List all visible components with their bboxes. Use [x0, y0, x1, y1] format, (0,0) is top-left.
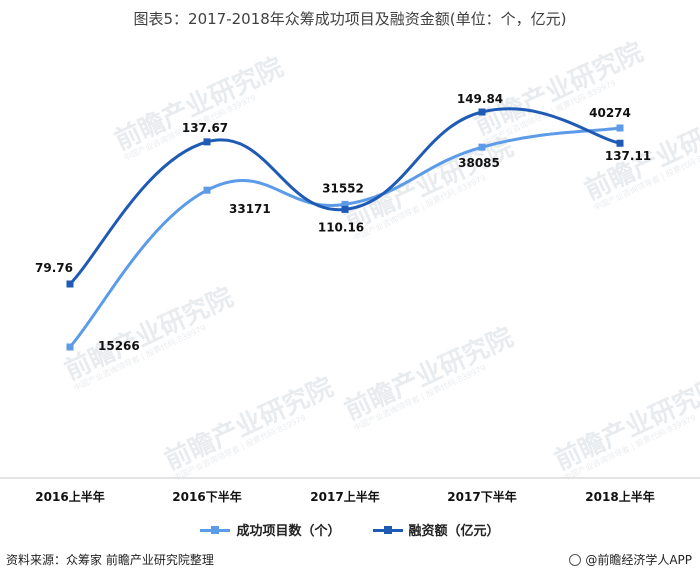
legend: 成功项目数（个） 融资额（亿元） [0, 520, 700, 539]
data-point-series2 [616, 139, 624, 147]
source-note: 资料来源：众筹家 前瞻产业研究院整理 [6, 553, 214, 567]
data-label-series2: 137.67 [182, 121, 228, 135]
data-label-series1: 15266 [98, 339, 140, 353]
data-point-series2 [341, 205, 349, 213]
data-label-series2: 149.84 [457, 92, 503, 106]
data-point-series1 [616, 124, 624, 132]
data-label-series1: 33171 [229, 202, 271, 216]
data-point-series1 [203, 186, 211, 194]
data-label-series1: 38085 [458, 156, 500, 170]
data-point-series2 [478, 108, 486, 116]
x-tick-label: 2018上半年 [585, 489, 654, 504]
legend-swatch-series1-icon [200, 525, 231, 535]
chart-title: 图表5：2017-2018年众筹成功项目及融资金额(单位：个，亿元) [133, 10, 567, 28]
data-label-series2: 79.76 [35, 261, 73, 275]
legend-label-series2: 融资额（亿元） [408, 524, 500, 539]
x-tick-label: 2016下半年 [172, 489, 241, 504]
legend-label-series1: 成功项目数（个） [236, 524, 341, 539]
data-label-series2: 110.16 [318, 220, 364, 234]
legend-item-series1[interactable]: 成功项目数（个） [200, 520, 341, 539]
footer-brand-text: @前瞻经济学人APP [585, 553, 692, 567]
data-point-series1 [341, 200, 349, 208]
data-point-series1 [478, 143, 486, 151]
brand-logo-icon [569, 553, 582, 566]
watermark-text: 前瞻产业研究院 [160, 371, 338, 476]
data-label-series2: 137.11 [605, 149, 651, 163]
watermark-text: 前瞻产业研究院 [340, 321, 518, 426]
x-tick-label: 2017下半年 [447, 489, 516, 504]
legend-swatch-series2-icon [372, 525, 403, 535]
watermark-text: 前瞻产业研究院 [110, 51, 288, 156]
data-label-series1: 40274 [589, 106, 631, 120]
watermark-text: 前瞻产业研究院 [60, 281, 238, 386]
series-line-1 [68, 126, 622, 349]
footer-brand: @前瞻经济学人APP [569, 551, 692, 568]
x-tick-label: 2016上半年 [35, 489, 104, 504]
legend-item-series2[interactable]: 融资额（亿元） [372, 520, 500, 539]
data-point-series2 [203, 138, 211, 146]
x-tick-label: 2017上半年 [310, 489, 379, 504]
data-point-series1 [66, 343, 74, 351]
data-label-series1: 31552 [322, 181, 364, 195]
data-point-series2 [66, 280, 74, 288]
